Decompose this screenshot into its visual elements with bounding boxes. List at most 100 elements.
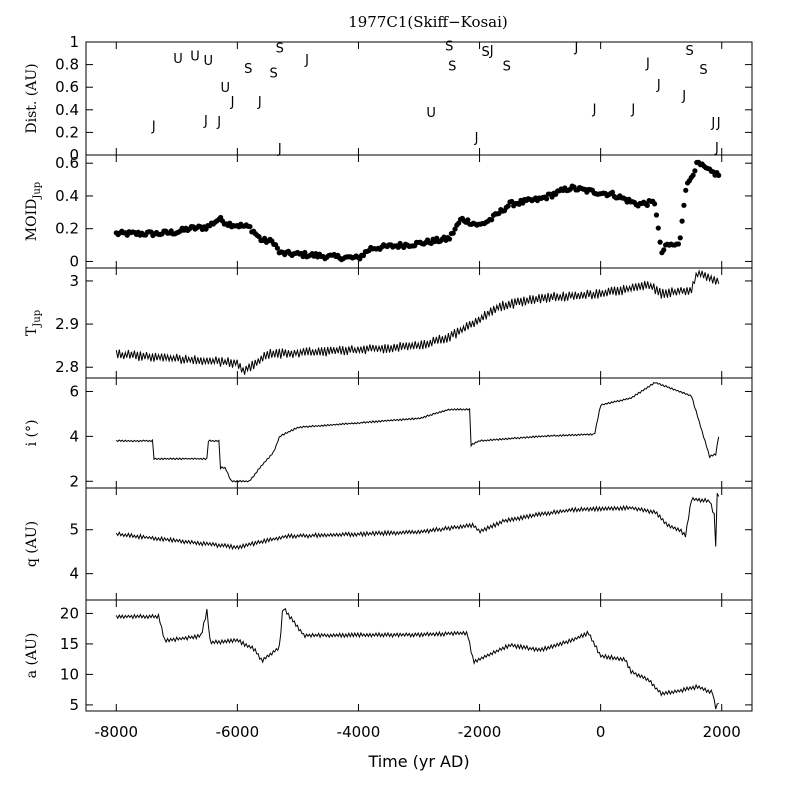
moid-point: [247, 223, 253, 230]
xtick-label: -4000: [337, 723, 381, 741]
moid-point: [683, 187, 689, 193]
ytick-label-tjup: 3: [69, 272, 79, 290]
moid-point: [690, 172, 696, 178]
ytick-label-dist: 0: [69, 146, 79, 164]
encounter-label: J: [592, 103, 597, 118]
panel-frame-incl: [85, 377, 753, 489]
series-line-a: [115, 608, 719, 710]
series-line-incl: [115, 382, 720, 483]
encounter-label: J: [645, 56, 650, 71]
ytick-label-incl: 6: [69, 382, 79, 400]
panel-frame-moid: [85, 154, 753, 269]
moid-point: [675, 241, 682, 247]
xtick-label: 2000: [703, 723, 741, 741]
encounter-label: J: [216, 115, 221, 130]
moid-point: [609, 189, 616, 195]
ytick-label-dist: 0.6: [55, 78, 79, 96]
moid-point: [655, 225, 661, 231]
moid-point: [681, 202, 687, 208]
ylabel-tjup: TJup: [24, 310, 43, 336]
moid-point: [300, 253, 306, 260]
encounter-label: U: [220, 81, 230, 96]
encounter-label: S: [445, 39, 453, 54]
xtick-label: -2000: [458, 723, 502, 741]
panel-a: 5 10 15 20 a (AU): [24, 599, 753, 714]
ylabel-text-q: q (AU): [24, 521, 40, 567]
ytick-label-q: 5: [69, 521, 79, 539]
moid-point: [644, 202, 650, 209]
xtick-label: 0: [596, 723, 606, 741]
encounter-label: J: [714, 141, 719, 156]
encounter-label: U: [190, 50, 200, 65]
ytick-label-a: 20: [60, 604, 79, 622]
moid-point: [465, 217, 471, 223]
ytick-label-tjup: 2.9: [55, 315, 79, 333]
encounter-label: J: [151, 120, 156, 135]
moid-point: [661, 247, 667, 253]
ylabel-text-a: a (AU): [24, 633, 40, 679]
encounter-label: J: [681, 89, 686, 104]
panel-frame-a: [85, 599, 753, 712]
series-line-q: [115, 493, 720, 551]
panel-incl: 2 4 6 i (°): [24, 377, 753, 490]
series-line-tjup: [115, 268, 720, 375]
ytick-label-incl: 4: [69, 427, 79, 445]
panel-frame-dist: [85, 41, 753, 156]
xtick-label: -6000: [216, 723, 260, 741]
panel-frame-tjup: [85, 267, 753, 379]
encounter-label: S: [276, 42, 284, 57]
encounter-label: J: [203, 114, 208, 129]
ylabel-q: q (AU): [24, 521, 40, 567]
ylabel-text-dist: Dist. (AU): [24, 63, 40, 133]
ytick-label-a: 5: [69, 696, 79, 714]
encounter-label: U: [426, 106, 436, 121]
ytick-label-moid: 0.4: [55, 187, 79, 205]
encounter-label: J: [630, 103, 635, 118]
encounter-label: S: [270, 67, 278, 82]
encounter-label: S: [481, 45, 489, 60]
encounter-label: J: [716, 116, 721, 131]
ylabel-a: a (AU): [24, 633, 40, 679]
ytick-label-a: 10: [60, 665, 79, 683]
moid-point: [679, 218, 685, 224]
moid-point: [446, 236, 453, 242]
moid-point: [505, 203, 511, 209]
encounter-label: U: [173, 52, 183, 67]
moid-point: [489, 217, 495, 223]
ytick-label-a: 15: [60, 635, 79, 653]
ylabel-text-moid: MOID: [24, 199, 40, 242]
ytick-label-moid: 0.6: [55, 154, 79, 172]
ylabel-incl: i (°): [24, 420, 40, 447]
ylabel-dist: Dist. (AU): [24, 63, 40, 133]
ylabel-sub-moid: Jup: [32, 182, 43, 200]
ylabel-moid: MOIDJup: [24, 182, 43, 241]
ytick-label-tjup: 2.8: [55, 358, 79, 376]
ytick-label-dist: 1: [69, 33, 79, 51]
ylabel-sub-tjup: Jup: [32, 310, 43, 328]
encounter-label: S: [503, 60, 511, 75]
panel-frame-q: [85, 487, 753, 601]
panel-q: 4 5 q (AU): [24, 487, 753, 601]
encounter-label: J: [230, 95, 235, 110]
encounter-label: S: [448, 60, 456, 75]
ytick-label-incl: 2: [69, 472, 79, 490]
moid-point: [450, 230, 456, 236]
moid-point: [302, 249, 308, 256]
encounter-label: J: [489, 44, 494, 59]
encounter-label: S: [686, 44, 694, 59]
ytick-label-dist: 0.8: [55, 56, 79, 74]
moid-point: [274, 245, 281, 251]
encounter-label: J: [656, 78, 661, 93]
panel-tjup: 2.8 2.9 3 TJup: [24, 267, 753, 379]
moid-point: [261, 235, 268, 241]
moid-point: [657, 239, 663, 245]
moid-point: [716, 172, 722, 178]
panel-moid: 0 0.2 0.4 0.6 MOIDJup: [24, 154, 753, 270]
ylabel-text-incl: i (°): [24, 420, 40, 447]
moid-point: [677, 235, 683, 241]
moid-point: [653, 212, 660, 218]
moid-point: [543, 196, 550, 202]
